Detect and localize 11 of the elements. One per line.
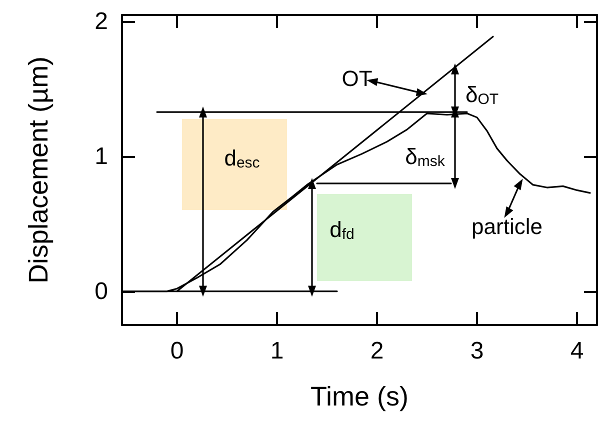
x-tick-label: 1: [270, 338, 284, 364]
x-tick-label: 4: [570, 338, 584, 364]
annotation: particle: [472, 214, 542, 240]
y-axis-title: Displacement (µm): [24, 56, 54, 284]
x-tick-label: 3: [470, 338, 484, 364]
y-tick-label: 2: [94, 8, 108, 36]
x-tick-label: 0: [170, 338, 184, 364]
y-tick-label: 0: [94, 278, 108, 305]
y-tick-label: 1: [94, 143, 108, 170]
x-axis-title: Time (s): [310, 382, 408, 412]
x-tick-label: 2: [370, 338, 384, 364]
